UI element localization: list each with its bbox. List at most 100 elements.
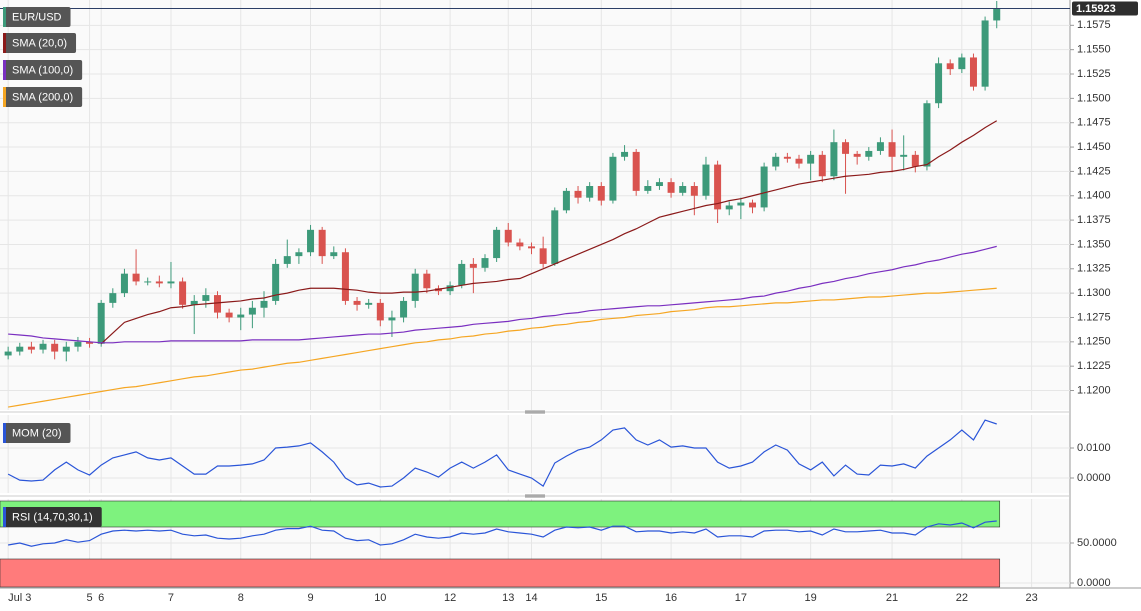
candle-body — [411, 273, 419, 301]
candle-body — [969, 57, 977, 87]
candle-body — [307, 229, 315, 253]
candle-body — [795, 158, 803, 164]
y-tick-label: 0.0100 — [1077, 442, 1111, 454]
candle-body — [830, 142, 838, 177]
x-tick-label: 15 — [595, 592, 607, 604]
candle-body — [318, 229, 326, 257]
candle-body — [458, 263, 466, 286]
candle-body — [772, 156, 780, 167]
candle-body — [365, 302, 373, 305]
candle-body — [807, 154, 815, 164]
candle-body — [714, 164, 722, 210]
series-line — [8, 520, 997, 547]
candle-body — [900, 154, 908, 157]
candle-body — [213, 295, 221, 313]
series-line — [7, 419, 997, 488]
candle-body — [167, 281, 175, 284]
legend-swatch — [3, 33, 6, 53]
x-tick-label: 21 — [886, 592, 898, 604]
candle-body — [353, 300, 361, 305]
candle-body — [39, 343, 47, 350]
candle-body — [748, 202, 756, 208]
x-tick-label: 19 — [805, 592, 817, 604]
candle-body — [86, 341, 94, 344]
candle-body — [516, 242, 524, 247]
candle-body — [935, 63, 943, 104]
candle-body — [62, 346, 70, 352]
candle-body — [551, 210, 559, 264]
candle-body — [493, 229, 501, 259]
x-tick-label: Jul 3 — [8, 592, 31, 604]
legend-label: SMA (200,0) — [12, 91, 73, 103]
legend-label: RSI (14,70,30,1) — [12, 511, 93, 523]
y-tick-label: 1.1475 — [1077, 117, 1111, 129]
candle-body — [923, 103, 931, 167]
candle-body — [295, 252, 303, 257]
candle-body — [504, 229, 512, 243]
candle-body — [132, 273, 140, 282]
legend-box — [3, 7, 71, 27]
candle-body — [783, 156, 791, 159]
y-tick-label: 1.1450 — [1077, 141, 1111, 153]
legend-box — [3, 60, 83, 80]
candle-body — [876, 142, 884, 151]
candle-body — [272, 263, 280, 301]
candle-body — [842, 142, 850, 154]
legend-label: MOM (20) — [12, 427, 62, 439]
candle-body — [562, 190, 570, 211]
y-tick-label: 50.0000 — [1077, 537, 1117, 549]
legend-item: SMA (20,0) — [3, 33, 77, 53]
resize-handle[interactable] — [525, 494, 545, 498]
candle-body — [853, 153, 861, 157]
y-tick-label: 1.1225 — [1077, 360, 1111, 372]
candle-body — [679, 186, 687, 193]
candle-body — [109, 293, 117, 303]
y-tick-label: 1.1550 — [1077, 44, 1111, 56]
y-tick-label: 0.0000 — [1077, 577, 1111, 589]
candle-body — [528, 246, 536, 249]
price-tag: 1.15923 — [1072, 1, 1138, 16]
legend-swatch — [3, 60, 6, 80]
candle-body — [702, 164, 710, 196]
candle-body — [27, 346, 35, 350]
y-tick-label: 1.1300 — [1077, 287, 1111, 299]
y-tick-label: 1.1275 — [1077, 311, 1111, 323]
candle-body — [341, 252, 349, 301]
candle-body — [574, 190, 582, 198]
legend-item: RSI (14,70,30,1) — [3, 507, 102, 527]
x-tick-label: 22 — [956, 592, 968, 604]
overbought-band — [0, 500, 1001, 528]
x-tick-label: 14 — [525, 592, 537, 604]
resize-handle[interactable] — [525, 410, 545, 414]
series-line — [8, 245, 997, 344]
price-tag-label: 1.15923 — [1076, 3, 1116, 15]
y-tick-label: 1.1375 — [1077, 214, 1111, 226]
y-tick-label: 1.1350 — [1077, 238, 1111, 250]
candle-body — [981, 20, 989, 87]
candle-body — [946, 63, 954, 70]
candle-body — [632, 151, 640, 191]
x-tick-label: 9 — [307, 592, 313, 604]
y-tick-label: 1.1575 — [1077, 19, 1111, 31]
candle-body — [155, 281, 163, 284]
x-tick-label: 5 — [86, 592, 92, 604]
x-tick-label: 16 — [665, 592, 677, 604]
legend-swatch — [3, 507, 6, 527]
legend-label: EUR/USD — [12, 11, 62, 23]
legend-swatch — [3, 7, 6, 27]
candle-body — [888, 142, 896, 157]
candle-body — [51, 343, 59, 352]
candle-body — [760, 166, 768, 208]
candle-body — [237, 314, 245, 318]
candle-body — [97, 302, 105, 344]
candle-body — [16, 346, 24, 352]
candle-body — [202, 295, 210, 301]
candle-body — [725, 205, 733, 210]
candle-body — [144, 281, 152, 283]
candle-body — [993, 8, 1001, 21]
candle-body — [376, 302, 384, 321]
candle-body — [667, 182, 675, 193]
legend-box — [3, 33, 77, 53]
candle-body — [388, 317, 396, 321]
